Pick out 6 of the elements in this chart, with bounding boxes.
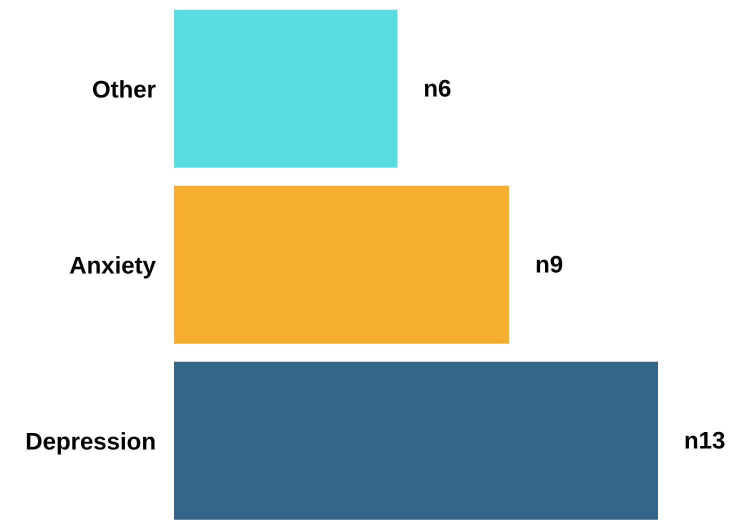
y-tick-label: Other: [92, 76, 156, 104]
data-label: n13: [684, 427, 726, 454]
data-label: n6: [423, 75, 452, 102]
y-tick-label: Depression: [25, 428, 156, 456]
data-label: n9: [535, 251, 564, 278]
y-tick-label: Anxiety: [69, 252, 157, 280]
